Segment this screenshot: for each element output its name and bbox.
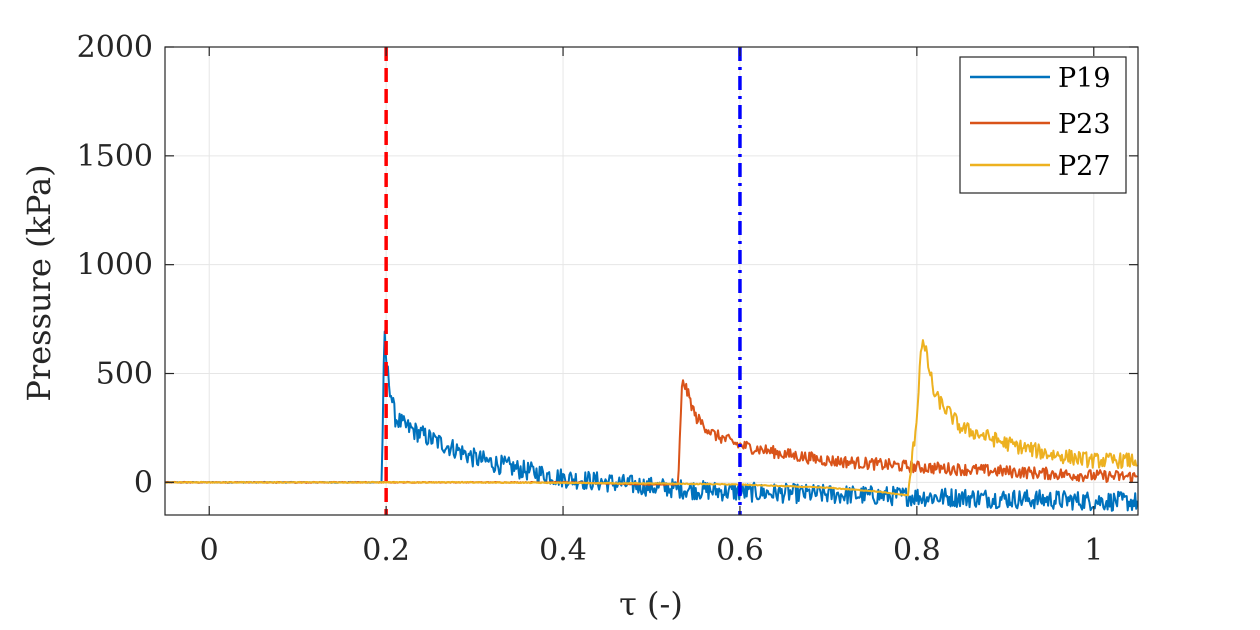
x-tick-label: 0 — [200, 533, 219, 568]
legend-label-p23: P23 — [1058, 109, 1111, 140]
series-line-p27 — [165, 339, 1138, 497]
x-tick-label: 0.8 — [893, 533, 941, 568]
plot-frame — [164, 46, 1139, 516]
legend-label-p27: P27 — [1058, 151, 1111, 182]
y-tick-label: 500 — [96, 357, 153, 392]
x-tick-label: 0.2 — [362, 533, 410, 568]
reference-lines — [384, 47, 742, 515]
series-lines — [164, 330, 1139, 512]
y-tick-label: 1500 — [77, 139, 153, 174]
legend-box — [959, 56, 1127, 194]
legend: P19 P23 P27 — [959, 56, 1127, 194]
y-tick-label: 1000 — [77, 248, 153, 283]
x-tick-label: 1 — [1084, 533, 1103, 568]
y-tick-label: 2000 — [77, 30, 153, 65]
legend-label-p19: P19 — [1058, 63, 1111, 94]
x-tick-label: 0.4 — [539, 533, 587, 568]
x-axis-label: τ (-) — [619, 585, 683, 623]
ticks: 0 0.2 0.4 0.6 0.8 1 0 500 1000 1500 2000 — [77, 30, 1138, 568]
y-axis-label: Pressure (kPa) — [20, 164, 58, 401]
y-tick-label: 0 — [134, 465, 153, 500]
x-tick-label: 0.6 — [716, 533, 764, 568]
